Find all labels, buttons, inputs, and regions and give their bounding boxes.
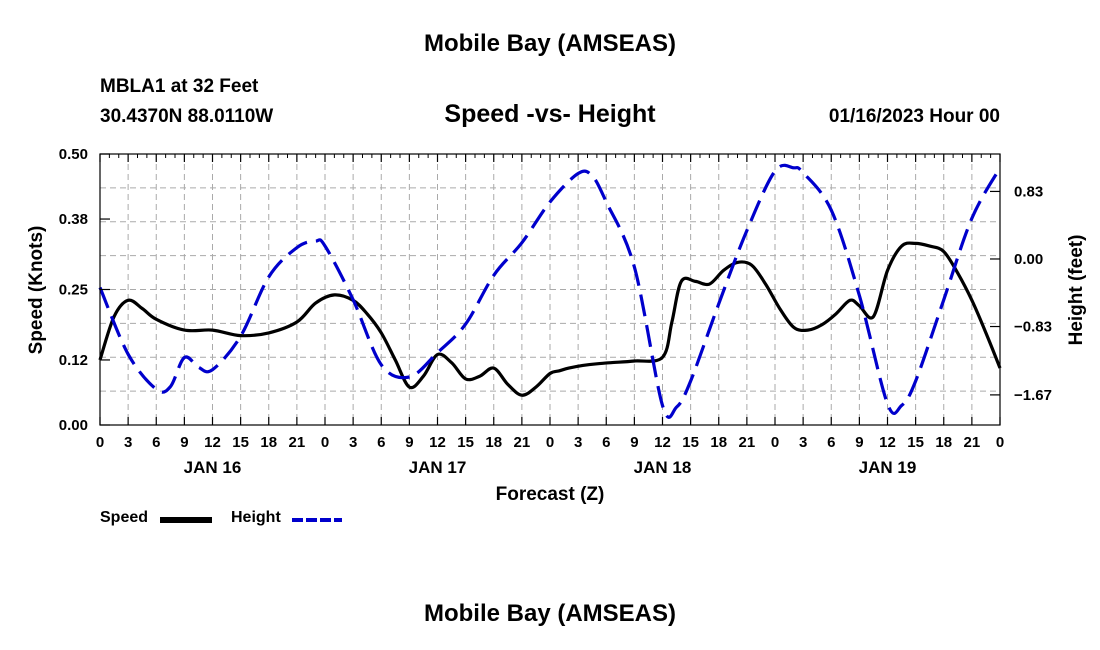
footer-title: Mobile Bay (AMSEAS): [423, 600, 677, 627]
day-label: JAN 18: [634, 458, 692, 477]
x-tick-label: 3: [349, 434, 357, 451]
ticks: [99, 153, 1001, 426]
x-tick-label: 9: [405, 434, 413, 451]
x-axis-label: Forecast (Z): [496, 484, 605, 505]
chart-subtitle: Speed -vs- Height: [444, 100, 656, 128]
x-tick-label: 0: [96, 434, 104, 451]
x-tick-label: 9: [180, 434, 188, 451]
x-tick-label: 12: [654, 434, 671, 451]
y-tick-label: 0.25: [59, 282, 88, 299]
x-tick-label: 12: [879, 434, 896, 451]
day-label: JAN 19: [859, 458, 917, 477]
y2-tick-label: 0.00: [1014, 251, 1043, 268]
station-label: MBLA1 at 32 Feet: [100, 76, 259, 97]
series-line-height: [98, 163, 1002, 419]
series-line-speed: [98, 241, 1002, 397]
x-tick-label: 12: [204, 434, 221, 451]
y-tick-label: 0.12: [59, 352, 88, 369]
day-label: JAN 16: [184, 458, 242, 477]
x-tick-label: 18: [710, 434, 727, 451]
y-tick-label: 0.00: [59, 417, 88, 434]
grid: [100, 154, 1000, 425]
legend-speed-label: Speed: [100, 509, 149, 526]
x-tick-label: 21: [739, 434, 756, 451]
x-tick-label: 18: [935, 434, 952, 451]
x-tick-label: 3: [124, 434, 132, 451]
forecast-datetime: 01/16/2023 Hour 00: [828, 106, 1000, 127]
x-tick-label: 0: [321, 434, 329, 451]
y-tick-label: 0.50: [59, 146, 88, 163]
coordinates-label: 30.4370N 88.0110W: [100, 106, 274, 127]
legend-height-label: Height: [231, 509, 281, 526]
x-tick-label: 15: [232, 434, 249, 451]
x-tick-label: 9: [630, 434, 638, 451]
x-tick-label: 6: [152, 434, 160, 451]
x-tick-label: 3: [799, 434, 807, 451]
y2-tick-label: 0.83: [1014, 183, 1043, 200]
y-tick-label: 0.38: [59, 211, 88, 228]
x-tick-label: 0: [546, 434, 554, 451]
x-tick-label: 15: [682, 434, 699, 451]
x-tick-label: 3: [574, 434, 582, 451]
series-layer: [98, 163, 1002, 419]
x-tick-label: 18: [485, 434, 502, 451]
x-tick-label: 6: [827, 434, 835, 451]
y2-tick-label: −1.67: [1014, 387, 1052, 404]
x-tick-label: 0: [996, 434, 1004, 451]
x-tick-label: 21: [964, 434, 981, 451]
x-tick-label: 0: [771, 434, 779, 451]
x-tick-label: 15: [907, 434, 924, 451]
x-tick-label: 18: [260, 434, 277, 451]
x-tick-label: 21: [514, 434, 531, 451]
y-axis-label-speed: Speed (Knots): [26, 226, 47, 355]
y2-tick-label: −0.83: [1014, 319, 1052, 336]
tick-labels: 0 3 6 9 12 15 18 21 0 3 6 9 12 15 18 21 0 3 6 9 12 15 18 21 0 3 6 9…: [59, 146, 1052, 477]
x-tick-label: 15: [457, 434, 474, 451]
day-label: JAN 17: [409, 458, 467, 477]
x-tick-label: 21: [289, 434, 306, 451]
x-tick-label: 6: [602, 434, 610, 451]
x-tick-label: 6: [377, 434, 385, 451]
chart-title: Mobile Bay (AMSEAS): [423, 30, 677, 57]
x-tick-label: 12: [429, 434, 446, 451]
y-axis-label-height: Height (feet): [1066, 235, 1087, 346]
x-tick-label: 9: [855, 434, 863, 451]
